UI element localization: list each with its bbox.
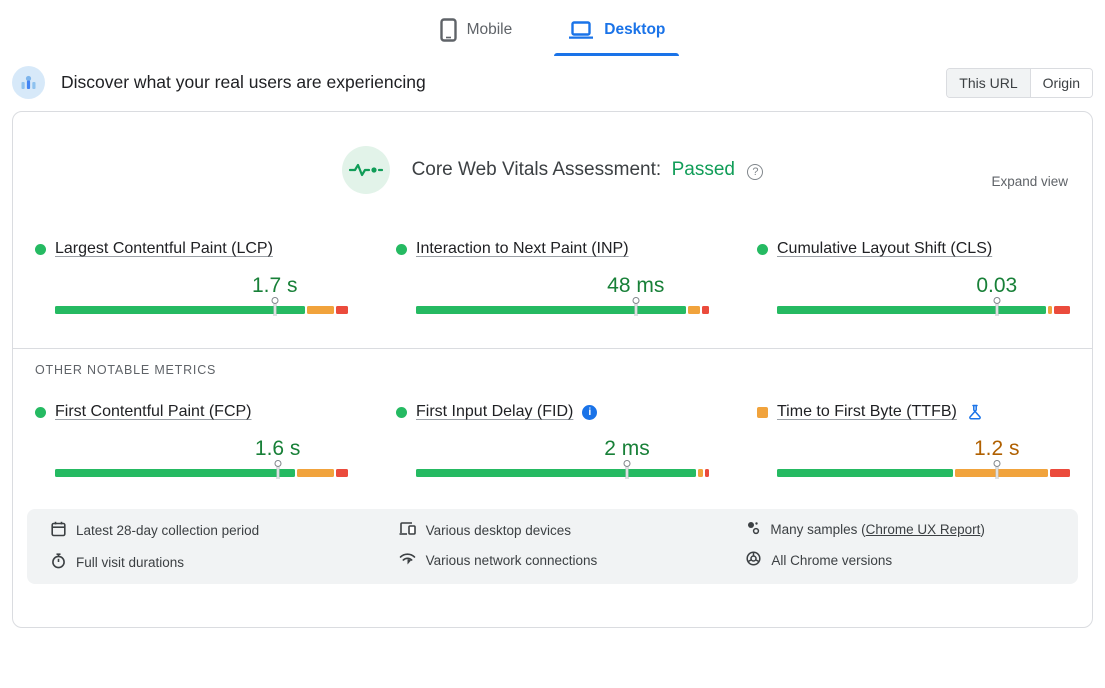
- inp-label-link[interactable]: Interaction to Next Paint (INP): [416, 240, 629, 257]
- network-icon: [399, 552, 416, 569]
- this-url-button[interactable]: This URL: [947, 68, 1031, 97]
- origin-button[interactable]: Origin: [1030, 68, 1092, 97]
- cls-value: 0.03: [976, 274, 1018, 297]
- calendar-icon: [51, 521, 66, 540]
- section-divider: [13, 348, 1092, 349]
- fcp-p75-marker: [273, 460, 282, 479]
- cls-p75-marker: [992, 297, 1001, 316]
- other-metrics-row: First Contentful Paint (FCP) 1.6 s First…: [13, 403, 1092, 479]
- ttfb-label-link[interactable]: Time to First Byte (TTFB): [777, 403, 957, 420]
- lcp-p75-marker: [270, 297, 279, 316]
- fid-label-link[interactable]: First Input Delay (FID): [416, 403, 574, 420]
- cwv-heading: Core Web Vitals Assessment: Passed ?: [13, 112, 1092, 194]
- core-web-vitals-card: Core Web Vitals Assessment: Passed ? Exp…: [12, 111, 1093, 628]
- desktop-devices-item: Various desktop devices: [399, 521, 707, 539]
- metric-ttfb: Time to First Byte (TTFB) 1.2 s: [757, 403, 1070, 479]
- metric-cls: Cumulative Layout Shift (CLS) 0.03: [757, 240, 1070, 316]
- metric-fid: First Input Delay (FID) i 2 ms: [396, 403, 709, 479]
- fid-value: 2 ms: [604, 437, 650, 460]
- cls-distribution-bar: [777, 306, 1070, 314]
- ttfb-status-dot: [757, 406, 768, 418]
- scope-toggle: This URL Origin: [946, 67, 1093, 98]
- visit-durations-item: Full visit durations: [51, 553, 359, 572]
- devices-icon: [399, 521, 416, 539]
- ttfb-distribution-bar: [777, 469, 1070, 477]
- cwv-status-passed: Passed: [671, 159, 735, 180]
- stopwatch-icon: [51, 553, 66, 572]
- lcp-status-dot: [35, 243, 46, 255]
- many-samples-item: Many samples (Chrome UX Report): [746, 521, 1054, 538]
- fid-p75-marker: [622, 460, 631, 479]
- lcp-value: 1.7 s: [251, 274, 298, 297]
- inp-distribution-bar: [416, 306, 710, 314]
- collection-period-item: Latest 28-day collection period: [51, 521, 359, 540]
- chrome-icon: [746, 551, 761, 569]
- mobile-phone-icon: [439, 18, 457, 42]
- ttfb-p75-marker: [992, 460, 1001, 479]
- fcp-distribution-bar: [55, 469, 348, 477]
- info-icon[interactable]: i: [582, 404, 598, 420]
- field-data-header: Discover what your real users are experi…: [12, 66, 1093, 99]
- cwv-assessment-label: Core Web Vitals Assessment:: [411, 159, 662, 180]
- device-tabs: Mobile Desktop: [0, 0, 1105, 56]
- pulse-icon: [341, 146, 390, 194]
- tab-desktop-label: Desktop: [604, 21, 666, 38]
- samples-icon: [746, 521, 760, 538]
- cls-label-link[interactable]: Cumulative Layout Shift (CLS): [777, 240, 993, 257]
- network-connections-item: Various network connections: [399, 552, 707, 569]
- inp-value: 48 ms: [607, 274, 665, 297]
- experimental-flask-icon[interactable]: [968, 404, 982, 420]
- metric-inp: Interaction to Next Paint (INP) 48 ms: [396, 240, 710, 316]
- desktop-laptop-icon: [568, 19, 594, 41]
- expand-view-link[interactable]: Expand view: [991, 174, 1068, 189]
- fcp-value: 1.6 s: [254, 437, 301, 460]
- page-title: Discover what your real users are experi…: [61, 72, 426, 92]
- tab-desktop[interactable]: Desktop: [554, 18, 680, 56]
- fid-distribution-bar: [416, 469, 709, 477]
- ttfb-value: 1.2 s: [973, 437, 1020, 460]
- chrome-versions-item: All Chrome versions: [746, 551, 1054, 569]
- core-metrics-row: Largest Contentful Paint (LCP) 1.7 s Int…: [13, 240, 1092, 316]
- cls-status-dot: [757, 243, 768, 255]
- chrome-ux-report-link[interactable]: Chrome UX Report: [865, 522, 981, 537]
- real-users-icon: [12, 66, 45, 99]
- collection-info-box: Latest 28-day collection period Full vis…: [27, 509, 1078, 584]
- fcp-label-link[interactable]: First Contentful Paint (FCP): [55, 403, 252, 420]
- lcp-distribution-bar: [55, 306, 348, 314]
- inp-status-dot: [396, 243, 407, 255]
- fid-status-dot: [396, 406, 407, 418]
- inp-p75-marker: [631, 297, 640, 316]
- cwv-title-row: Core Web Vitals Assessment: Passed ?: [412, 159, 764, 181]
- other-metrics-heading: OTHER NOTABLE METRICS: [35, 363, 217, 377]
- metric-fcp: First Contentful Paint (FCP) 1.6 s: [35, 403, 348, 479]
- lcp-label-link[interactable]: Largest Contentful Paint (LCP): [55, 240, 273, 257]
- help-icon[interactable]: ?: [747, 164, 764, 180]
- fcp-status-dot: [35, 406, 46, 418]
- tab-mobile-label: Mobile: [466, 21, 513, 38]
- metric-lcp: Largest Contentful Paint (LCP) 1.7 s: [35, 240, 348, 316]
- tab-mobile[interactable]: Mobile: [439, 18, 513, 56]
